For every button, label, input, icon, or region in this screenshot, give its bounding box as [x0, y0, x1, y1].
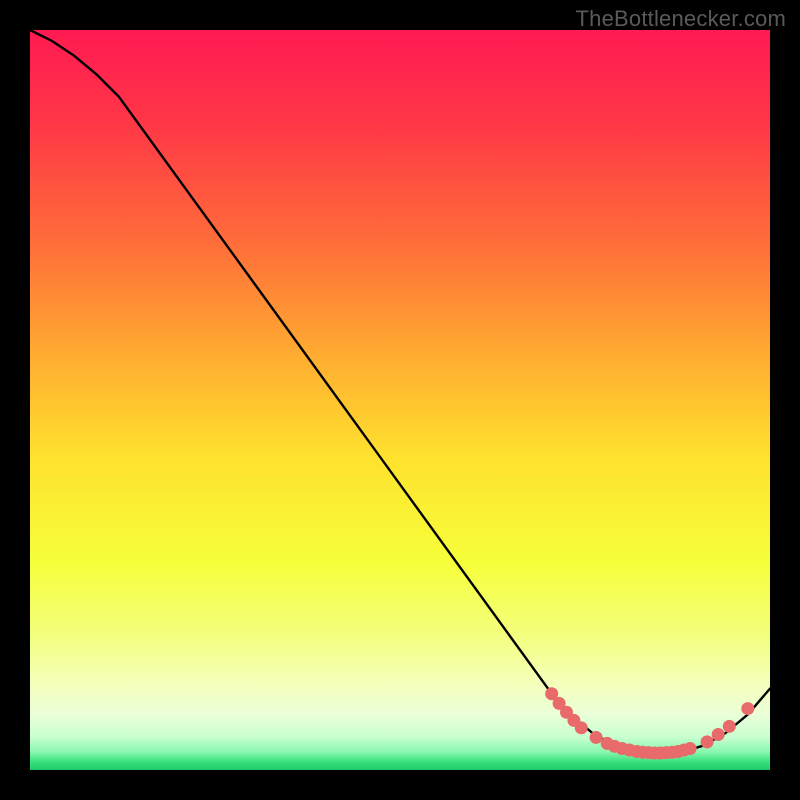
curve-marker	[701, 735, 714, 748]
curve-marker	[712, 728, 725, 741]
curve-marker	[723, 720, 736, 733]
curve-marker	[575, 721, 588, 734]
curve-marker	[741, 702, 754, 715]
curve-marker	[590, 731, 603, 744]
bottleneck-curve-chart	[0, 0, 800, 800]
gradient-background	[30, 30, 770, 770]
curve-marker	[684, 742, 697, 755]
watermark-text: TheBottlenecker.com	[576, 6, 786, 32]
chart-stage: TheBottlenecker.com	[0, 0, 800, 800]
